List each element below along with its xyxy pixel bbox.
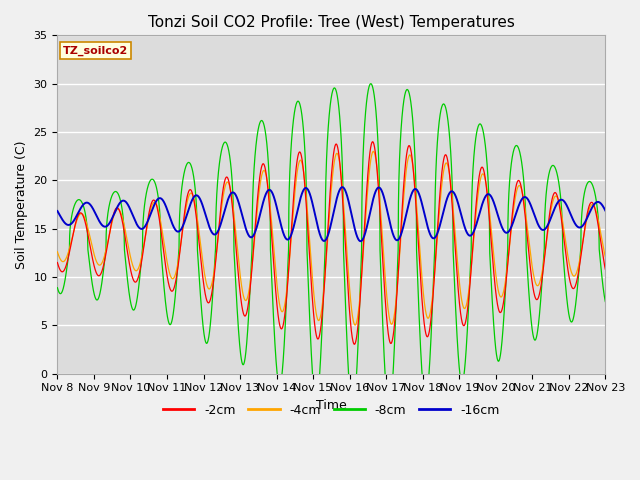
Text: TZ_soilco2: TZ_soilco2 xyxy=(63,46,128,56)
Title: Tonzi Soil CO2 Profile: Tree (West) Temperatures: Tonzi Soil CO2 Profile: Tree (West) Temp… xyxy=(148,15,515,30)
Y-axis label: Soil Temperature (C): Soil Temperature (C) xyxy=(15,140,28,269)
Legend: -2cm, -4cm, -8cm, -16cm: -2cm, -4cm, -8cm, -16cm xyxy=(158,398,504,421)
X-axis label: Time: Time xyxy=(316,399,347,412)
